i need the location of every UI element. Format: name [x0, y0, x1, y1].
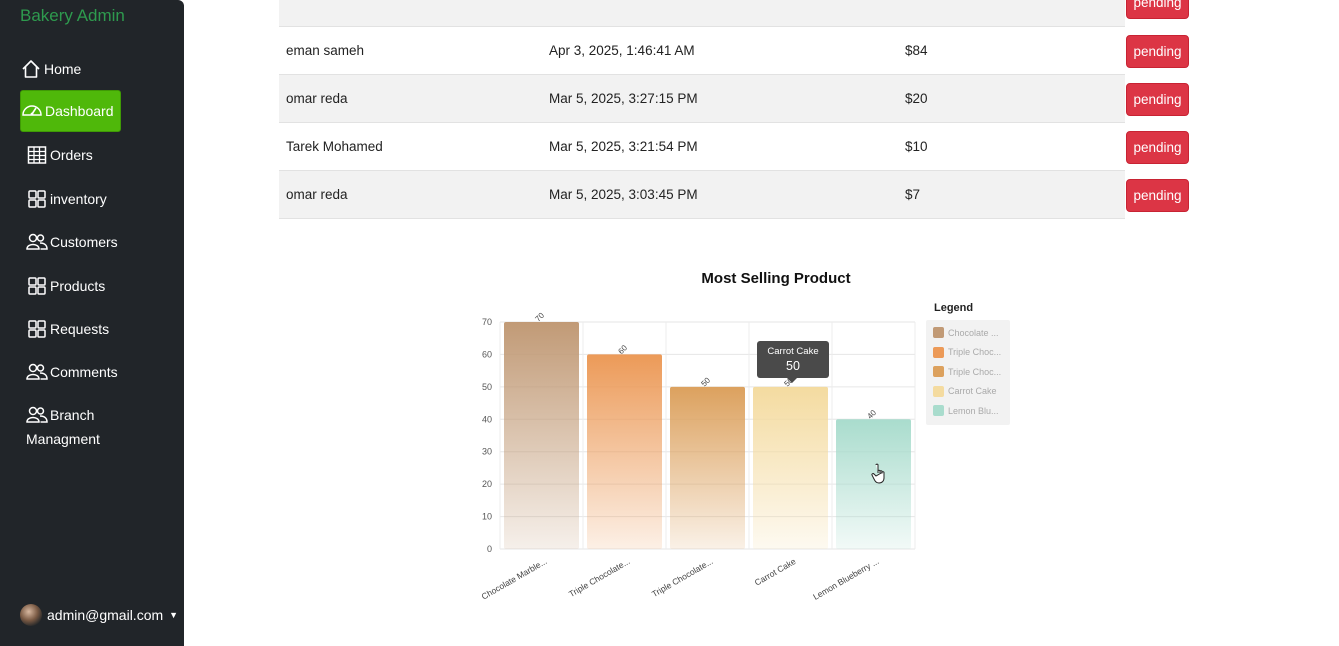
- table-icon: [26, 144, 48, 166]
- caret-down-icon: ▼: [169, 610, 179, 620]
- sidebar-item-label: Customers: [50, 234, 118, 250]
- y-tick-label: 70: [482, 317, 492, 327]
- legend-item[interactable]: Triple Choc...: [926, 343, 1010, 363]
- order-amount: $20: [905, 91, 928, 106]
- sidebar-item-label: Comments: [50, 364, 118, 380]
- sidebar-item-home[interactable]: Home: [20, 48, 121, 90]
- x-tick-label: Chocolate Marble...: [480, 556, 549, 602]
- legend-item[interactable]: Carrot Cake: [926, 382, 1010, 402]
- bar: [753, 386, 828, 549]
- order-amount: $84: [905, 43, 928, 58]
- y-tick-label: 0: [487, 544, 492, 554]
- sidebar-item-label: Managment: [26, 431, 100, 447]
- legend-swatch: [933, 327, 944, 339]
- chart-legend: Legend Chocolate ... Triple Choc... Triple…: [926, 302, 1010, 425]
- status-pending-button[interactable]: pending: [1126, 0, 1189, 19]
- sidebar-item-dashboard[interactable]: Dashboard: [20, 90, 121, 132]
- order-date: Mar 5, 2025, 3:27:15 PM: [549, 91, 698, 106]
- legend-label: Carrot Cake: [948, 386, 997, 397]
- legend-label: Chocolate ...: [948, 327, 999, 338]
- sidebar-item-orders[interactable]: Orders: [26, 134, 127, 176]
- table-row: eman sameh Apr 3, 2025, 1:46:41 AM $84: [279, 27, 1125, 75]
- bar: [836, 419, 911, 549]
- bar: [504, 322, 579, 549]
- order-amount: $10: [905, 139, 928, 154]
- sidebar-item-label: Orders: [50, 147, 93, 163]
- legend-label: Triple Choc...: [948, 347, 1002, 358]
- hand-cursor-icon: [871, 463, 885, 484]
- sidebar-item-customers[interactable]: Customers: [26, 221, 127, 263]
- tooltip-label: Carrot Cake: [767, 346, 819, 357]
- order-amount: $7: [905, 187, 921, 202]
- sidebar-item-branch-management[interactable]: Branch Managment: [26, 404, 127, 454]
- x-tick-label: Triple Chocolate...: [650, 556, 714, 599]
- legend-label: Triple Choc...: [948, 366, 1002, 377]
- chart-title: Most Selling Product: [701, 270, 851, 287]
- user-menu[interactable]: admin@gmail.com ▼: [20, 604, 178, 626]
- status-pending-button[interactable]: pending: [1126, 35, 1189, 68]
- customer-name: omar reda: [286, 91, 348, 106]
- legend-swatch: [933, 366, 944, 378]
- order-date: Mar 5, 2025, 3:03:45 PM: [549, 187, 698, 202]
- brand-title: Bakery Admin: [20, 6, 125, 25]
- legend-title: Legend: [934, 302, 974, 314]
- customer-name: omar reda: [286, 187, 348, 202]
- grid-icon: [26, 188, 48, 210]
- tooltip-value: 50: [786, 359, 800, 373]
- x-tick-label: Carrot Cake: [753, 556, 798, 588]
- order-date: Apr 3, 2025, 1:46:41 AM: [549, 43, 695, 58]
- x-tick-label: Lemon Blueberry ...: [811, 556, 880, 602]
- sidebar-item-products[interactable]: Products: [26, 265, 127, 307]
- legend-item[interactable]: Lemon Blu...: [926, 401, 1010, 421]
- x-tick-label: Triple Chocolate...: [567, 556, 631, 599]
- people-icon: [26, 361, 48, 383]
- sidebar-item-comments[interactable]: Comments: [26, 351, 127, 393]
- table-row: omar reda Mar 5, 2025, 3:03:45 PM $7: [279, 171, 1125, 219]
- people-icon: [26, 231, 48, 253]
- legend-list: Chocolate ... Triple Choc... Triple Choc..…: [926, 320, 1010, 425]
- bar: [670, 386, 745, 549]
- grid-icon: [26, 275, 48, 297]
- customer-name: eman sameh: [286, 43, 365, 58]
- status-pending-button[interactable]: pending: [1126, 83, 1189, 116]
- legend-item[interactable]: Triple Choc...: [926, 362, 1010, 382]
- grid-icon: [26, 318, 48, 340]
- table-row: [279, 0, 1125, 27]
- status-pending-button[interactable]: pending: [1126, 179, 1189, 212]
- status-pending-button[interactable]: pending: [1126, 131, 1189, 164]
- table-row: Tarek Mohamed Mar 5, 2025, 3:21:54 PM $1…: [279, 123, 1125, 171]
- orders-table: eman sameh Apr 3, 2025, 1:46:41 AM $84 o…: [279, 0, 1125, 219]
- legend-swatch: [933, 346, 944, 358]
- legend-label: Lemon Blu...: [948, 405, 999, 416]
- y-tick-label: 10: [482, 512, 492, 522]
- sidebar-item-label: Dashboard: [45, 103, 114, 119]
- sidebar-item-label: Requests: [50, 321, 110, 337]
- legend-swatch: [933, 405, 944, 417]
- people-icon: [26, 404, 48, 426]
- customer-name: Tarek Mohamed: [286, 139, 383, 154]
- sidebar-item-inventory[interactable]: inventory: [26, 178, 127, 220]
- order-date: Mar 5, 2025, 3:21:54 PM: [549, 139, 698, 154]
- home-icon: [20, 58, 42, 80]
- sidebar-item-label: inventory: [50, 191, 107, 207]
- user-email: admin@gmail.com: [47, 607, 164, 623]
- sidebar-item-label: Home: [44, 61, 82, 77]
- speedometer-icon: [21, 100, 43, 122]
- y-tick-label: 60: [482, 349, 492, 359]
- y-tick-label: 40: [482, 414, 492, 424]
- sidebar-item-label: Branch: [50, 407, 95, 423]
- chart-tooltip: Carrot Cake 50: [757, 341, 829, 383]
- y-tick-label: 30: [482, 447, 492, 457]
- sidebar-item-requests[interactable]: Requests: [26, 308, 127, 350]
- legend-item[interactable]: Chocolate ...: [926, 323, 1010, 343]
- avatar: [20, 604, 42, 626]
- sidebar: Bakery Admin Home Dashboard Orders inven…: [0, 0, 184, 646]
- legend-swatch: [933, 385, 944, 397]
- bar: [587, 354, 662, 549]
- y-tick-label: 50: [482, 382, 492, 392]
- sidebar-item-label: Products: [50, 278, 106, 294]
- y-tick-label: 20: [482, 479, 492, 489]
- table-row: omar reda Mar 5, 2025, 3:27:15 PM $20: [279, 75, 1125, 123]
